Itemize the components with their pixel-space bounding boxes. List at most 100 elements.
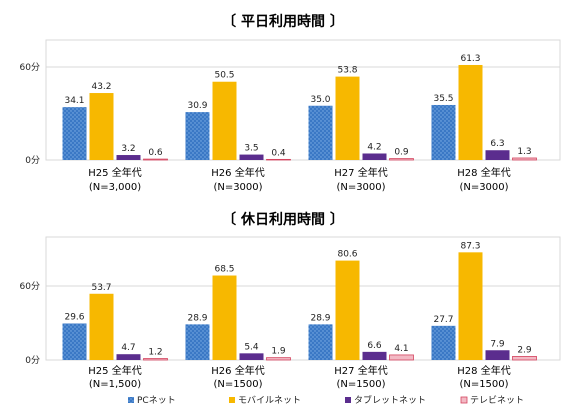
category-label-line1: H27 全年代 (334, 364, 387, 377)
category-label-line2: (N=3000) (459, 182, 508, 193)
category-label-line2: (N=1500) (459, 379, 508, 390)
category-label-line1: H26 全年代 (211, 166, 264, 179)
legend-swatch-pc (128, 397, 134, 403)
data-label-tv-weekday-1: 0.4 (271, 148, 286, 158)
category-label-line2: (N=1500) (213, 379, 262, 390)
data-label-pc-weekday-1: 30.9 (187, 101, 207, 111)
legend-swatch-mobile (229, 397, 235, 403)
holiday-chart: 〔 休日利用時間 〕 0分 60分 29.6 53.7 4.7 1.2 28.9 68.5… (20, 211, 561, 390)
chart-legend: PCネット モバイルネット タブレットネット テレビネット (128, 394, 524, 406)
bar-pc-weekday-3 (431, 104, 456, 160)
weekday-chart-title: 〔 平日利用時間 〕 (222, 13, 344, 30)
category-label-line2: (N=3000) (336, 182, 385, 193)
data-label-pc-holiday-0: 29.6 (64, 312, 84, 322)
category-label-line2: (N=1500) (336, 379, 385, 390)
bar-pc-weekday-1 (185, 112, 210, 160)
category-label-line1: H28 全年代 (457, 364, 510, 377)
weekday-chart: 〔 平日利用時間 〕 0分 60分 34.1 43.2 3.2 0.6 30.9 50.5… (20, 13, 561, 193)
data-label-tv-weekday-2: 0.9 (394, 148, 409, 158)
data-label-tablet-holiday-2: 6.6 (367, 341, 382, 351)
data-label-pc-holiday-2: 28.9 (310, 313, 330, 323)
data-label-pc-weekday-2: 35.0 (310, 95, 330, 105)
bar-tv-holiday-1 (266, 357, 291, 361)
bar-tablet-weekday-3 (485, 150, 510, 160)
legend-label-tablet: タブレットネット (354, 394, 426, 406)
holiday-plot-frame (45, 236, 561, 361)
category-label-line1: H25 全年代 (88, 364, 141, 377)
bar-pc-holiday-0 (62, 323, 87, 360)
category-label-line1: H26 全年代 (211, 364, 264, 377)
bar-mobile-holiday-3 (458, 252, 483, 360)
bar-mobile-holiday-2 (335, 260, 360, 360)
category-label-line1: H25 全年代 (88, 166, 141, 179)
bar-tablet-weekday-1 (239, 154, 264, 160)
data-label-tv-holiday-1: 1.9 (271, 347, 286, 357)
bar-tablet-weekday-2 (362, 153, 387, 160)
weekday-bars: 34.1 43.2 3.2 0.6 30.9 50.5 3.5 0.4 35.0 53.8 4.2 0… (62, 54, 537, 161)
holiday-bars: 29.6 53.7 4.7 1.2 28.9 68.5 5.4 1.9 28.9 80.6 6.6 4… (62, 241, 537, 361)
data-label-tv-weekday-0: 0.6 (148, 148, 163, 158)
bar-tv-weekday-0 (143, 158, 168, 161)
data-label-mobile-weekday-2: 53.8 (337, 66, 357, 76)
legend-swatch-tablet (345, 397, 351, 403)
category-label-line2: (N=3,000) (89, 182, 141, 193)
bar-mobile-weekday-0 (89, 93, 114, 160)
weekday-ytick-60: 60分 (20, 62, 40, 73)
data-label-tablet-weekday-1: 3.5 (244, 144, 258, 154)
legend-label-mobile: モバイルネット (238, 395, 301, 406)
data-label-mobile-holiday-2: 80.6 (337, 250, 357, 260)
category-label-line1: H27 全年代 (334, 166, 387, 179)
holiday-ytick-60: 60分 (20, 281, 40, 292)
bar-tv-holiday-0 (143, 358, 168, 361)
data-label-tv-holiday-0: 1.2 (148, 348, 162, 358)
data-label-tablet-holiday-1: 5.4 (244, 342, 259, 352)
data-label-mobile-weekday-3: 61.3 (460, 54, 480, 64)
bar-tv-weekday-1 (266, 158, 291, 161)
data-label-tv-weekday-3: 1.3 (517, 147, 531, 157)
bar-tablet-holiday-2 (362, 351, 387, 360)
data-label-mobile-weekday-1: 50.5 (214, 71, 234, 81)
data-label-pc-weekday-3: 35.5 (433, 94, 453, 104)
data-label-pc-holiday-1: 28.9 (187, 313, 207, 323)
bar-tablet-weekday-0 (116, 155, 141, 160)
holiday-category-labels: H25 全年代 (N=1,500) H26 全年代 (N=1500) H27 全年代 (N… (88, 364, 510, 390)
data-label-mobile-holiday-1: 68.5 (214, 265, 234, 275)
bar-mobile-weekday-3 (458, 64, 483, 160)
bar-tablet-holiday-3 (485, 350, 510, 360)
data-label-mobile-holiday-0: 53.7 (91, 283, 111, 293)
data-label-tv-holiday-3: 2.9 (517, 345, 532, 355)
bar-pc-weekday-2 (308, 105, 333, 160)
data-label-mobile-holiday-3: 87.3 (460, 241, 480, 251)
category-label-line1: H28 全年代 (457, 166, 510, 179)
category-label-line2: (N=3000) (213, 182, 262, 193)
bar-pc-holiday-2 (308, 324, 333, 360)
data-label-tv-holiday-2: 4.1 (394, 344, 408, 354)
bar-tv-holiday-2 (389, 354, 414, 361)
data-label-tablet-weekday-2: 4.2 (367, 142, 381, 152)
data-label-tablet-weekday-3: 6.3 (490, 139, 504, 149)
bar-tv-weekday-2 (389, 158, 414, 161)
bar-mobile-holiday-0 (89, 293, 114, 360)
holiday-chart-title: 〔 休日利用時間 〕 (222, 211, 344, 228)
data-label-mobile-weekday-0: 43.2 (91, 82, 111, 92)
weekday-plot-frame (45, 39, 561, 161)
weekday-category-labels: H25 全年代 (N=3,000) H26 全年代 (N=3000) H27 全年代 (N… (88, 166, 510, 193)
legend-swatch-tv (460, 396, 468, 404)
data-label-tablet-weekday-0: 3.2 (121, 144, 135, 154)
data-label-pc-holiday-3: 27.7 (433, 315, 453, 325)
bar-tablet-holiday-0 (116, 354, 141, 360)
bar-tablet-holiday-1 (239, 353, 264, 360)
data-label-tablet-holiday-3: 7.9 (490, 339, 505, 349)
category-label-line2: (N=1,500) (89, 379, 141, 390)
bar-pc-holiday-1 (185, 324, 210, 360)
weekday-ytick-0: 0分 (25, 155, 40, 166)
bar-pc-holiday-3 (431, 325, 456, 360)
bar-mobile-holiday-1 (212, 275, 237, 360)
bar-pc-weekday-0 (62, 107, 87, 160)
data-label-pc-weekday-0: 34.1 (64, 96, 84, 106)
data-label-tablet-holiday-0: 4.7 (121, 343, 135, 353)
bar-mobile-weekday-1 (212, 81, 237, 160)
bar-tv-weekday-3 (512, 157, 537, 161)
legend-label-tv: テレビネット (470, 395, 524, 406)
